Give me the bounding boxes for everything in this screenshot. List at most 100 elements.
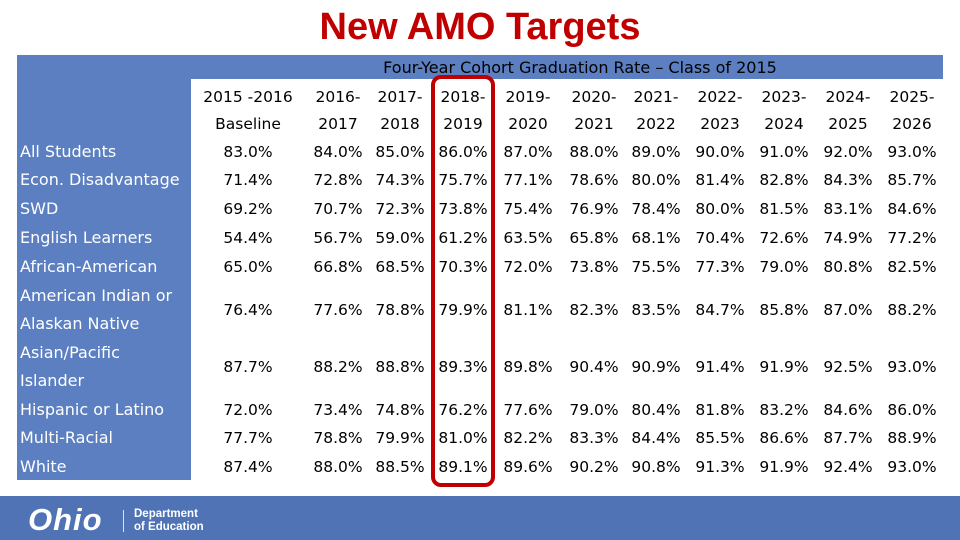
table-cell: 91.9% <box>759 358 809 376</box>
table-cell: 83.2% <box>759 401 809 419</box>
row-label-line: American Indian or <box>20 286 173 305</box>
column-header: 2021- 2022 <box>606 84 706 138</box>
column-header: 2025- 2026 <box>862 84 960 138</box>
table-cell: 70.3% <box>438 258 488 276</box>
table-cell: 89.8% <box>503 358 553 376</box>
table-cell: 71.4% <box>223 171 273 189</box>
table-cell: 68.1% <box>631 229 681 247</box>
table-cell: 72.8% <box>313 171 363 189</box>
table-cell: 91.3% <box>695 458 745 476</box>
column-header: 2022- 2023 <box>670 84 770 138</box>
row-label-line: Islander <box>20 371 85 390</box>
column-header-year: 2016- <box>315 88 361 106</box>
table-cell: 91.0% <box>759 143 809 161</box>
table-cell: 82.8% <box>759 171 809 189</box>
table-cell: 85.0% <box>375 143 425 161</box>
row-label-line: Alaskan Native <box>20 314 140 333</box>
column-header-year: 2024- <box>825 88 871 106</box>
table-cell: 59.0% <box>375 229 425 247</box>
column-header-year: 2017- <box>377 88 423 106</box>
table-cell: 89.0% <box>631 143 681 161</box>
table-cell: 77.3% <box>695 258 745 276</box>
row-label: All Students <box>20 138 116 166</box>
table-cell: 83.1% <box>823 200 873 218</box>
table-cell: 75.5% <box>631 258 681 276</box>
column-header-subline: 2025 <box>828 115 868 133</box>
column-header-year: 2018- <box>440 88 486 106</box>
page-title: New AMO Targets <box>319 6 641 48</box>
row-label-line: Econ. Disadvantage <box>20 170 180 189</box>
column-header: 2023- 2024 <box>734 84 834 138</box>
table-cell: 72.3% <box>375 200 425 218</box>
row-label-line: SWD <box>20 199 59 218</box>
table-cell: 77.6% <box>313 301 363 319</box>
table-cell: 83.0% <box>223 143 273 161</box>
table-cell: 56.7% <box>313 229 363 247</box>
table-cell: 79.9% <box>438 301 488 319</box>
row-label-line: Asian/Pacific <box>20 343 120 362</box>
column-header: 2018- 2019 <box>413 84 513 138</box>
table-cell: 65.8% <box>569 229 619 247</box>
table-cell: 70.7% <box>313 200 363 218</box>
table-cell: 77.1% <box>503 171 553 189</box>
table-cell: 92.0% <box>823 143 873 161</box>
column-header-subline: 2024 <box>764 115 804 133</box>
table-cell: 80.0% <box>631 171 681 189</box>
department-label: Department of Education <box>134 508 204 533</box>
table-cell: 81.5% <box>759 200 809 218</box>
table-cell: 72.0% <box>223 401 273 419</box>
table-cell: 93.0% <box>887 458 937 476</box>
table-cell: 84.4% <box>631 429 681 447</box>
ohio-logo: Ohio <box>28 500 103 540</box>
row-label: SWD <box>20 195 58 223</box>
table-cell: 90.4% <box>569 358 619 376</box>
column-header-subline: 2022 <box>636 115 676 133</box>
table-cell: 88.8% <box>375 358 425 376</box>
table-cell: 86.0% <box>438 143 488 161</box>
table-subtitle: Four-Year Cohort Graduation Rate – Class… <box>383 58 777 77</box>
table-cell: 78.8% <box>375 301 425 319</box>
table-cell: 78.8% <box>313 429 363 447</box>
logo-divider <box>123 510 124 532</box>
row-label-line: Multi-Racial <box>20 428 113 447</box>
table-cell: 89.1% <box>438 458 488 476</box>
table-cell: 89.6% <box>503 458 553 476</box>
column-header-subline: Baseline <box>215 115 281 133</box>
column-header-year: 2020- <box>571 88 617 106</box>
column-header-year: 2019- <box>505 88 551 106</box>
table-cell: 85.8% <box>759 301 809 319</box>
table-cell: 83.5% <box>631 301 681 319</box>
table-cell: 73.8% <box>569 258 619 276</box>
table-cell: 77.6% <box>503 401 553 419</box>
table-cell: 87.7% <box>223 358 273 376</box>
column-header-subline: 2023 <box>700 115 740 133</box>
column-header-subline: 2020 <box>508 115 548 133</box>
table-cell: 91.9% <box>759 458 809 476</box>
logo-text: Ohio <box>28 502 103 537</box>
table-cell: 92.5% <box>823 358 873 376</box>
row-label-line: African-American <box>20 257 158 276</box>
highlight-2018-2019-column <box>431 75 495 487</box>
column-header: 2017- 2018 <box>350 84 450 138</box>
table-cell: 80.8% <box>823 258 873 276</box>
table-cell: 88.2% <box>313 358 363 376</box>
table-cell: 69.2% <box>223 200 273 218</box>
table-cell: 72.6% <box>759 229 809 247</box>
table-cell: 93.0% <box>887 143 937 161</box>
column-header: 2020- 2021 <box>544 84 644 138</box>
table-cell: 84.3% <box>823 171 873 189</box>
table-cell: 81.1% <box>503 301 553 319</box>
row-label-line: Hispanic or Latino <box>20 400 165 419</box>
row-label-line: English Learners <box>20 228 153 247</box>
table-cell: 88.5% <box>375 458 425 476</box>
column-header-subline: 2026 <box>892 115 932 133</box>
table-cell: 87.4% <box>223 458 273 476</box>
table-cell: 93.0% <box>887 358 937 376</box>
column-header: 2024- 2025 <box>798 84 898 138</box>
row-label-panel <box>17 138 191 480</box>
table-cell: 66.8% <box>313 258 363 276</box>
table-cell: 89.3% <box>438 358 488 376</box>
table-cell: 61.2% <box>438 229 488 247</box>
table-cell: 90.2% <box>569 458 619 476</box>
table-cell: 88.2% <box>887 301 937 319</box>
